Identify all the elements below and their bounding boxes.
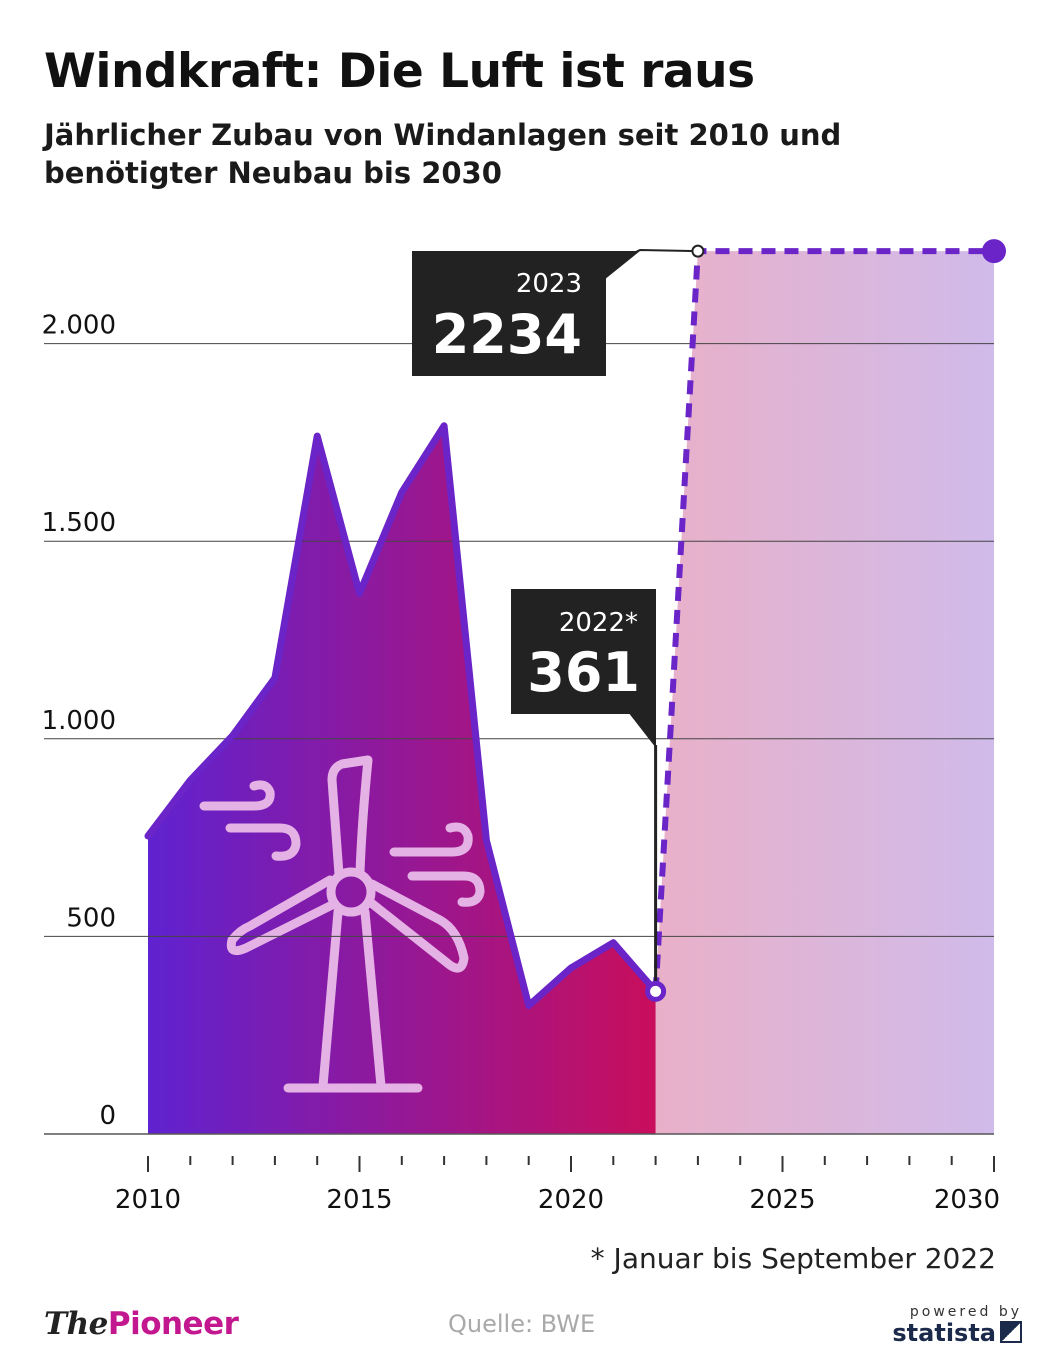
callout-pointer xyxy=(628,712,656,748)
callout-value-label: 361 xyxy=(527,641,640,704)
callout-year-label: 2023 xyxy=(516,269,582,299)
callout-pointer xyxy=(604,251,640,280)
y-tick-label: 500 xyxy=(66,903,116,933)
point-2030 xyxy=(982,239,1006,264)
turbine-tower xyxy=(318,907,386,1091)
wind-gust-icon xyxy=(199,780,275,811)
brand-logo: ThePioneer xyxy=(44,1306,239,1342)
x-tick-label: 2020 xyxy=(538,1185,604,1215)
target-area xyxy=(655,251,994,1135)
x-tick-label: 2030 xyxy=(934,1185,1000,1215)
wind-gust-icon xyxy=(407,871,485,907)
turbine-hub xyxy=(326,867,376,917)
y-tick-label: 0 xyxy=(99,1101,116,1131)
point-2023 xyxy=(691,244,705,258)
x-tick-label: 2025 xyxy=(749,1185,815,1215)
x-tick-label: 2015 xyxy=(326,1185,392,1215)
callout-box xyxy=(412,251,606,376)
source-note: Quelle: BWE xyxy=(448,1310,596,1338)
wind-gust-icon xyxy=(225,823,301,861)
footnote: * Januar bis September 2022 xyxy=(590,1242,996,1275)
turbine-blade-right xyxy=(365,879,469,973)
historic-line xyxy=(144,422,660,1010)
statista-logo-text: statista xyxy=(892,1319,996,1347)
wind-gust-icon xyxy=(389,822,473,857)
callout-box xyxy=(511,589,656,714)
brand-logo-the: The xyxy=(44,1306,108,1342)
x-tick-label: 2010 xyxy=(115,1185,181,1215)
point-2022 xyxy=(645,980,667,1002)
callout-value-label: 2234 xyxy=(432,303,582,366)
y-tick-label: 1.000 xyxy=(42,706,116,736)
turbine-blade-left xyxy=(226,875,339,956)
chart-subtitle: Jährlicher Zubau von Windanlagen seit 20… xyxy=(44,118,842,190)
statista-logo: statista xyxy=(892,1320,1022,1346)
chart-title: Windkraft: Die Luft ist raus xyxy=(44,44,755,99)
powered-by-label: powered by xyxy=(909,1304,1022,1320)
y-tick-label: 2.000 xyxy=(42,311,116,341)
brand-logo-name: Pioneer xyxy=(107,1306,239,1342)
historic-area xyxy=(148,425,656,1134)
callout-year-label: 2022* xyxy=(559,608,638,638)
powered-by-statista: powered by statista xyxy=(892,1304,1022,1346)
y-tick-label: 1.500 xyxy=(42,508,116,538)
turbine-blade-up xyxy=(327,755,373,879)
statista-flag-icon xyxy=(1000,1321,1022,1343)
wind-turbine-illustration xyxy=(199,755,485,1093)
